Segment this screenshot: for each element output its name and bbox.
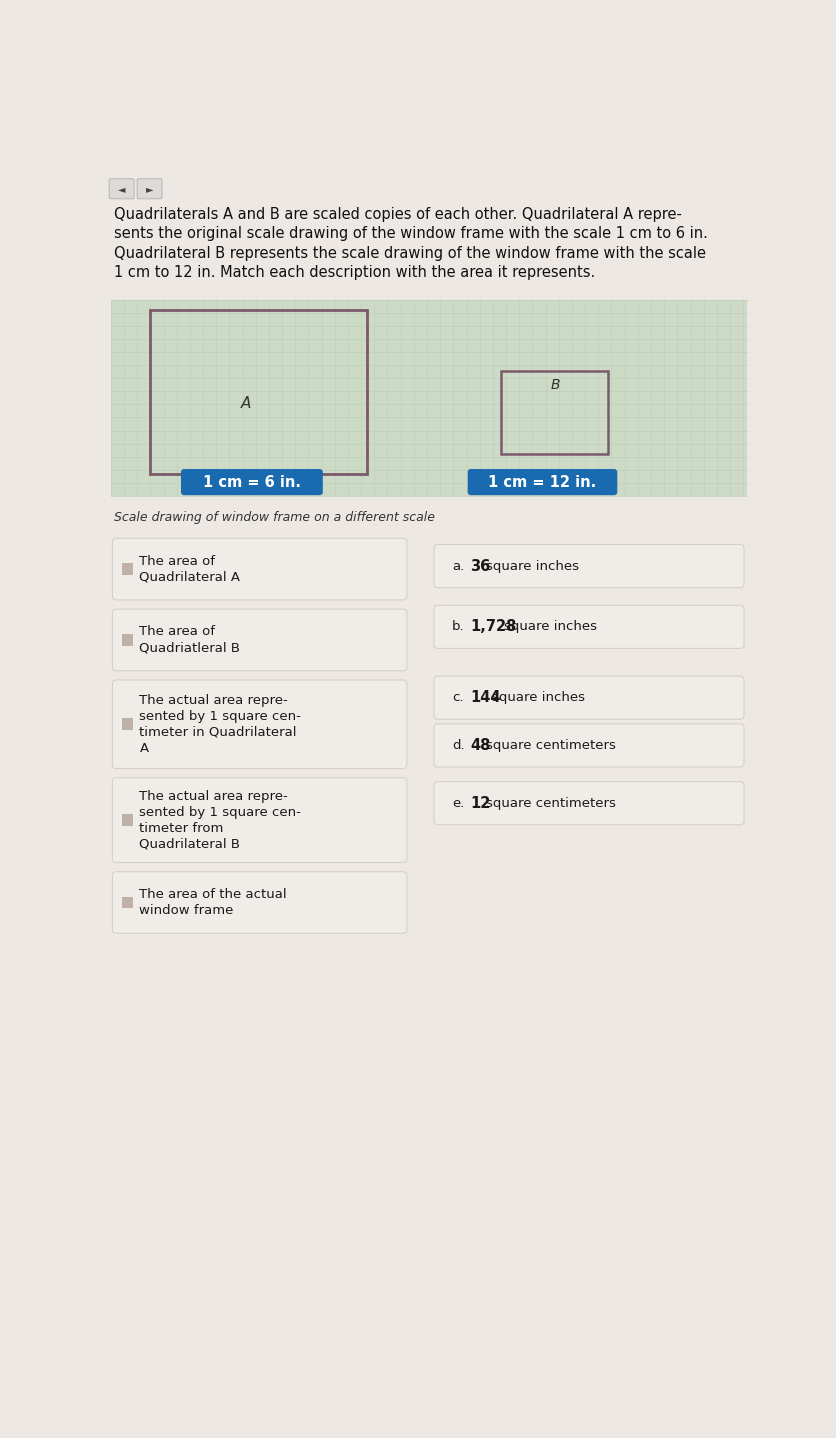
Text: e.: e. [451,797,464,810]
Text: square inches: square inches [485,559,578,572]
FancyBboxPatch shape [137,178,162,198]
Text: A: A [241,395,252,411]
FancyBboxPatch shape [434,605,743,649]
Text: ►: ► [145,184,153,194]
Bar [110,299,747,496]
FancyBboxPatch shape [434,723,743,766]
Text: 12: 12 [470,795,490,811]
Bar [121,564,133,575]
Bar [121,719,133,731]
FancyBboxPatch shape [112,778,406,863]
Text: The area of
Quadrilateral A: The area of Quadrilateral A [140,555,240,584]
Text: 1 cm = 12 in.: 1 cm = 12 in. [487,475,596,489]
Text: 1 cm = 6 in.: 1 cm = 6 in. [202,475,300,489]
Bar [150,309,366,475]
FancyBboxPatch shape [112,538,406,600]
Bar [121,897,133,909]
Text: Quadrilaterals A and B are scaled copies of each other. Quadrilateral A repre-
s: Quadrilaterals A and B are scaled copies… [114,207,707,280]
FancyBboxPatch shape [434,545,743,588]
FancyBboxPatch shape [467,469,616,495]
Text: The area of
Quadriatleral B: The area of Quadriatleral B [140,626,240,654]
Text: The actual area repre-
sented by 1 square cen-
timeter from
Quadrilateral B: The actual area repre- sented by 1 squar… [140,789,301,851]
FancyBboxPatch shape [112,610,406,670]
Text: d.: d. [451,739,464,752]
Text: The area of the actual
window frame: The area of the actual window frame [140,889,287,917]
Bar [121,814,133,825]
Text: 1,728: 1,728 [470,620,516,634]
Text: 144: 144 [470,690,500,705]
FancyBboxPatch shape [434,676,743,719]
FancyBboxPatch shape [434,782,743,825]
Text: square inches: square inches [503,620,596,633]
Text: square centimeters: square centimeters [485,739,614,752]
Text: Scale drawing of window frame on a different scale: Scale drawing of window frame on a diffe… [114,512,435,525]
FancyBboxPatch shape [110,178,134,198]
Text: a.: a. [451,559,463,572]
FancyBboxPatch shape [112,871,406,933]
Text: The actual area repre-
sented by 1 square cen-
timeter in Quadrilateral
A: The actual area repre- sented by 1 squar… [140,693,301,755]
FancyBboxPatch shape [181,469,323,495]
Text: 36: 36 [470,558,490,574]
Text: B: B [549,378,559,393]
Text: square centimeters: square centimeters [485,797,614,810]
Text: ◄: ◄ [118,184,125,194]
Bar [121,634,133,646]
Text: c.: c. [451,692,463,705]
FancyBboxPatch shape [112,680,406,768]
Text: square inches: square inches [491,692,584,705]
Bar [501,371,608,453]
Text: 48: 48 [470,738,490,754]
Text: b.: b. [451,620,464,633]
